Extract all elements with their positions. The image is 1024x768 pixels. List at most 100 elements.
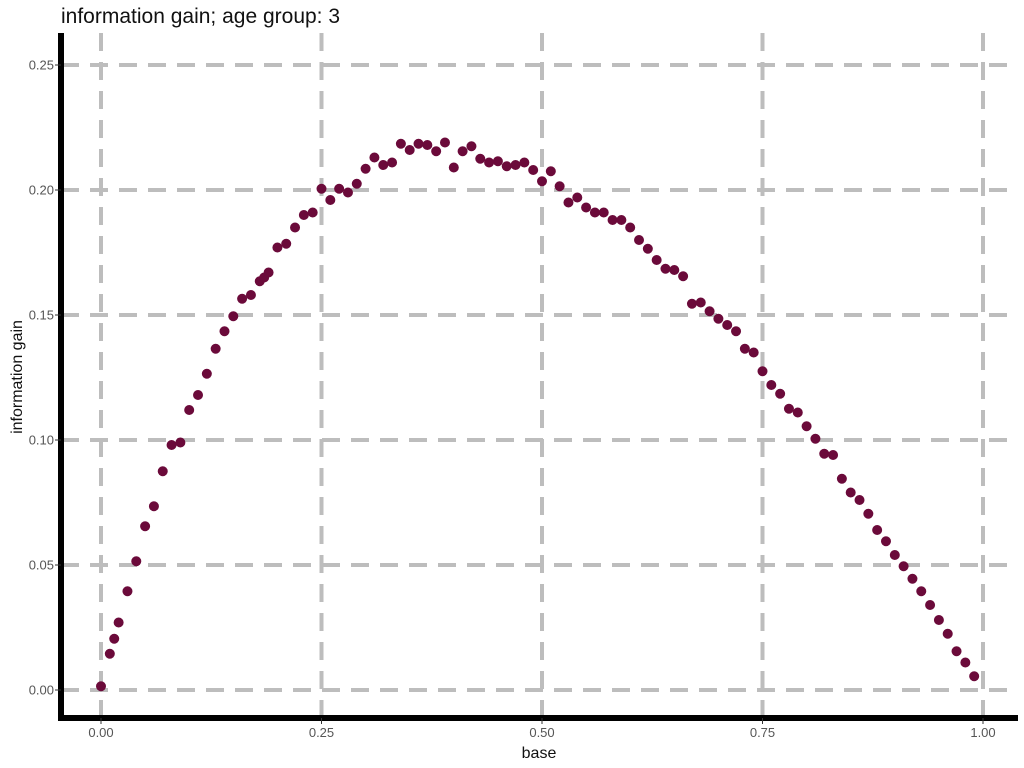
axes xyxy=(58,33,1018,721)
data-point xyxy=(448,162,459,173)
data-point xyxy=(237,293,248,304)
data-point xyxy=(537,176,547,187)
data-point xyxy=(245,290,256,300)
data-point xyxy=(431,146,442,157)
data-point xyxy=(528,165,539,175)
data-point xyxy=(422,140,433,150)
data-point xyxy=(766,380,777,390)
data-point xyxy=(501,161,512,172)
data-point xyxy=(109,633,120,644)
data-point xyxy=(863,508,874,519)
data-point xyxy=(819,448,830,459)
data-point xyxy=(360,163,371,174)
data-point xyxy=(342,187,353,198)
data-point xyxy=(175,437,186,448)
y-tick-label-5: 0.25 xyxy=(29,58,54,73)
data-point xyxy=(845,487,856,498)
data-points xyxy=(96,137,980,692)
data-point xyxy=(131,556,142,567)
data-point xyxy=(219,326,230,337)
data-point xyxy=(166,440,177,450)
data-point xyxy=(748,347,759,358)
data-point xyxy=(792,407,803,418)
chart-title: information gain; age group: 3 xyxy=(61,5,340,28)
data-point xyxy=(828,450,839,460)
data-point xyxy=(210,343,221,354)
data-point xyxy=(572,192,583,203)
data-point xyxy=(298,210,309,220)
data-point xyxy=(104,648,115,659)
x-tick-label-0: 0.00 xyxy=(88,725,113,740)
data-point xyxy=(969,671,980,682)
data-point xyxy=(316,183,327,194)
data-point xyxy=(651,255,662,265)
data-point xyxy=(263,267,274,278)
data-point xyxy=(413,138,424,149)
y-axis-label: information gain xyxy=(9,320,26,434)
data-point xyxy=(519,157,530,168)
data-point xyxy=(122,586,133,597)
tick-labels: 0.00 0.25 0.50 0.75 1.00 0.00 0.05 0.10 0.15 0.20… xyxy=(29,58,996,741)
data-point xyxy=(290,222,301,233)
data-point xyxy=(686,298,697,309)
data-point xyxy=(872,525,883,535)
data-point xyxy=(933,615,944,625)
data-point xyxy=(616,215,627,225)
data-point xyxy=(916,586,927,597)
data-point xyxy=(272,242,283,253)
y-tick-label-4: 0.20 xyxy=(29,183,54,198)
data-point xyxy=(369,152,380,163)
data-point xyxy=(854,495,865,505)
data-point xyxy=(484,157,495,168)
x-axis-label: base xyxy=(522,745,557,762)
y-tick-label-1: 0.05 xyxy=(29,558,54,573)
data-point xyxy=(951,646,962,657)
data-point xyxy=(378,160,389,170)
data-point xyxy=(678,271,689,282)
data-point xyxy=(642,243,653,254)
data-point xyxy=(113,617,124,628)
data-point xyxy=(757,366,768,377)
x-tick-label-2: 0.50 xyxy=(529,725,554,740)
data-point xyxy=(942,628,953,639)
data-point xyxy=(325,195,336,205)
data-point xyxy=(404,145,415,155)
data-point xyxy=(775,388,786,399)
x-tick-label-1: 0.25 xyxy=(309,725,334,740)
data-point xyxy=(510,160,521,170)
data-point xyxy=(96,681,106,692)
data-point xyxy=(634,235,645,245)
data-point xyxy=(148,501,159,512)
data-point xyxy=(713,313,724,324)
y-tick-label-2: 0.10 xyxy=(29,433,54,448)
data-point xyxy=(925,600,936,610)
data-point xyxy=(554,181,565,192)
data-point xyxy=(439,137,450,148)
data-point xyxy=(889,550,900,560)
gridlines xyxy=(61,33,1018,718)
data-point xyxy=(810,433,821,444)
data-point xyxy=(351,178,362,189)
data-point xyxy=(492,156,503,167)
data-point xyxy=(731,326,742,337)
y-tick-label-0: 0.00 xyxy=(29,683,54,698)
data-point xyxy=(625,222,636,233)
data-point xyxy=(201,368,212,379)
data-point xyxy=(704,306,715,317)
data-point xyxy=(545,166,556,177)
data-point xyxy=(157,466,168,477)
data-point xyxy=(387,157,398,168)
data-point xyxy=(395,138,406,149)
data-point xyxy=(193,390,204,400)
data-point xyxy=(907,573,918,584)
data-point xyxy=(563,197,574,208)
data-point xyxy=(457,146,468,157)
data-point xyxy=(695,297,706,308)
data-point xyxy=(475,153,486,164)
data-point xyxy=(898,561,909,572)
y-tick-label-3: 0.15 xyxy=(29,308,54,323)
data-point xyxy=(281,238,292,249)
x-tick-label-3: 0.75 xyxy=(750,725,775,740)
